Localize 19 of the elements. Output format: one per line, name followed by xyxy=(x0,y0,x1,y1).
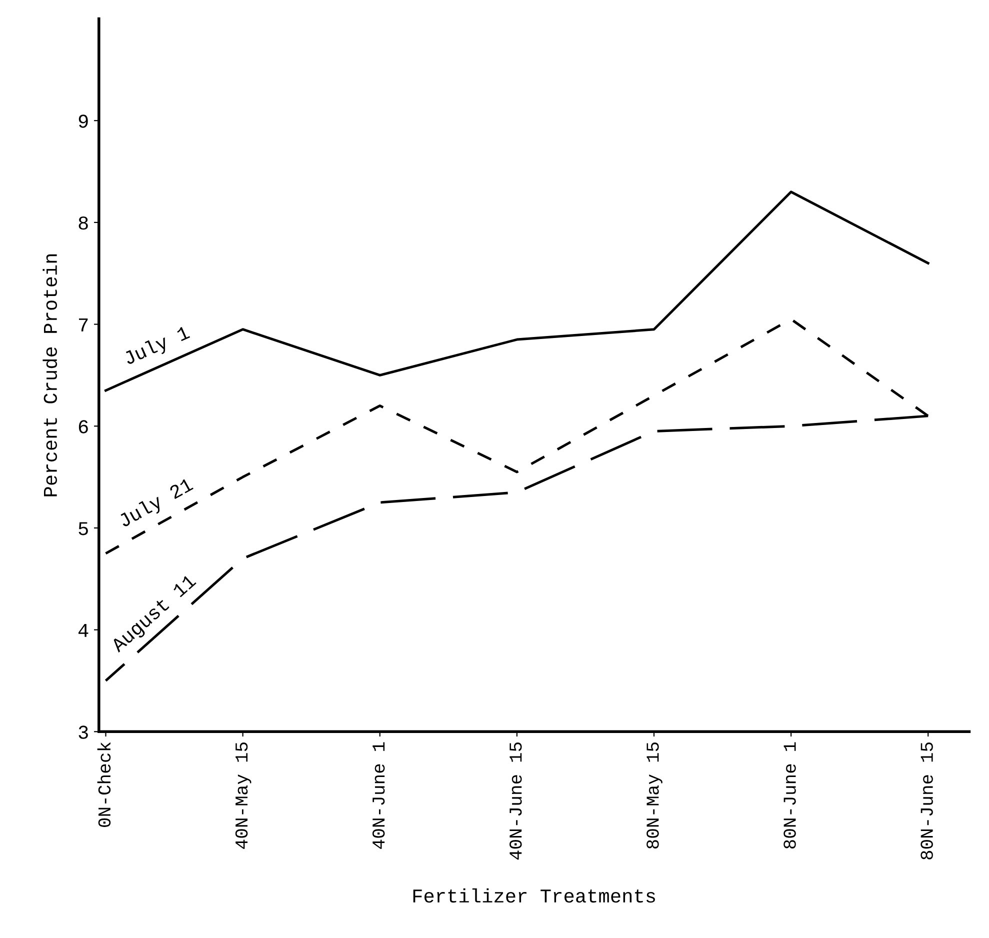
x-tick-label: 80N-May 15 xyxy=(646,742,662,849)
x-tick-label: 40N-May 15 xyxy=(235,742,252,849)
y-tick-label: 4 xyxy=(78,624,88,637)
x-axis-title: Fertilizer Treatments xyxy=(413,888,655,903)
x-tick-label: 80N-June 1 xyxy=(784,742,796,849)
y-tick-label: 7 xyxy=(79,318,88,332)
y-tick-label: 6 xyxy=(78,420,88,434)
x-tick-label: 40N-June 1 xyxy=(372,742,385,849)
x-tick-label: 80N-June 15 xyxy=(920,742,933,860)
y-tick-label: 8 xyxy=(78,216,88,230)
line-series xyxy=(104,190,930,392)
text: July 1 xyxy=(122,324,192,368)
y-tick-label: 5 xyxy=(78,522,88,536)
y-axis-title: Percent Crude Protein xyxy=(42,254,58,496)
x-tick-label: 40N-June 15 xyxy=(510,742,522,860)
y-tick-label: 3 xyxy=(78,726,88,739)
text: July 21 xyxy=(118,476,196,531)
x-tick-label: 0N-Check xyxy=(97,742,111,827)
y-tick-label: 9 xyxy=(78,114,88,128)
